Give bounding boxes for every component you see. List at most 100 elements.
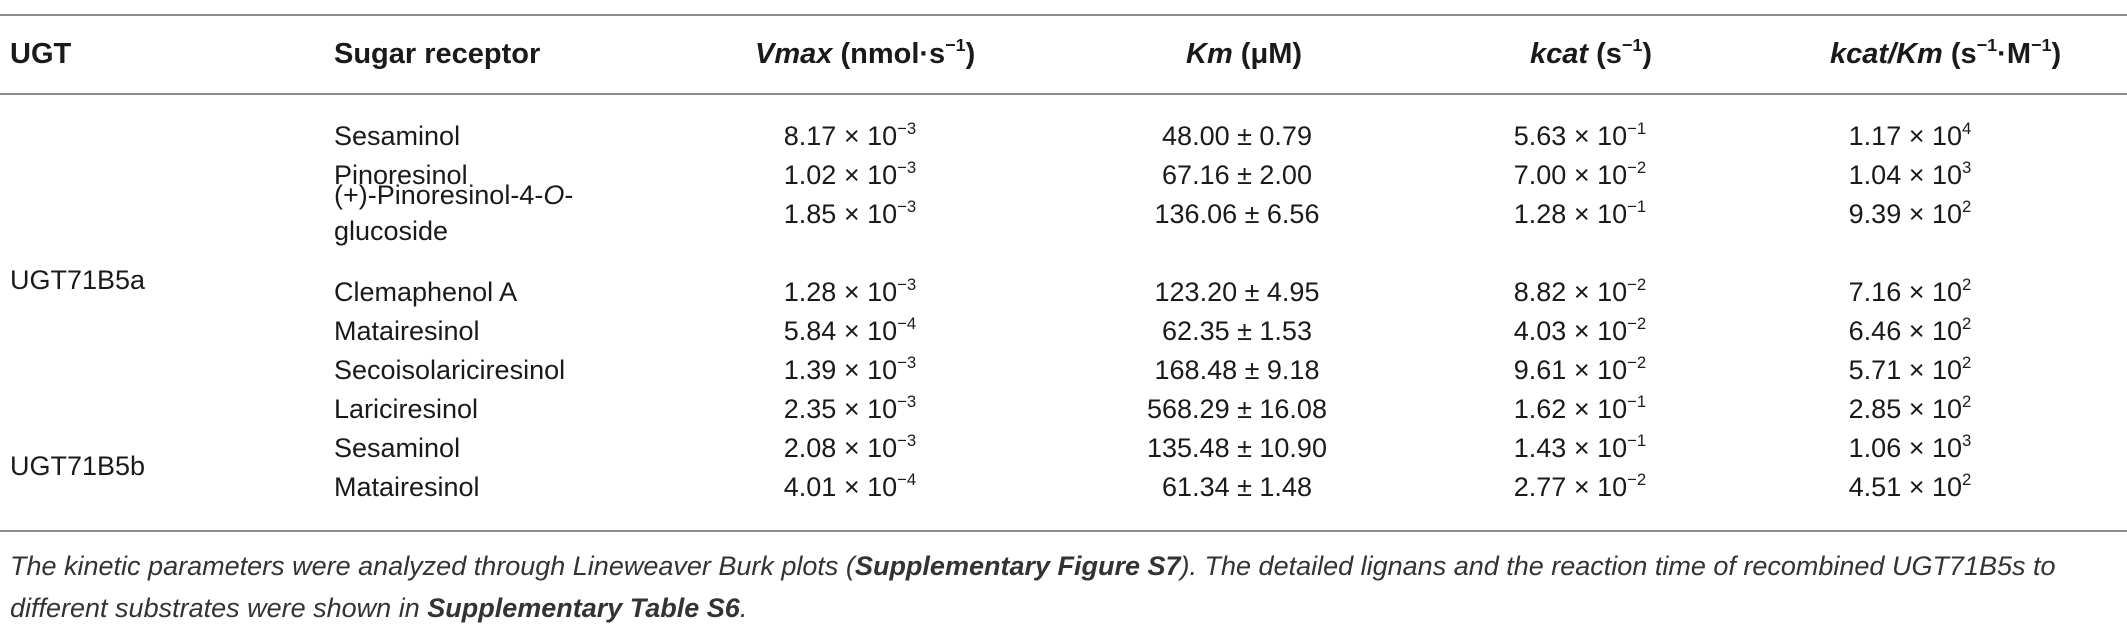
header-kcat-close: ) — [1642, 38, 1653, 70]
km-cell: 48.00 ± 0.79 — [1162, 121, 1312, 151]
kcat-cell: 1.62 × 10−1 — [1415, 391, 1745, 427]
sugar-receptor-cell: (+)-Pinoresinol-4-O- glucoside — [334, 177, 694, 249]
km-cell: 67.16 ± 2.00 — [1162, 160, 1312, 190]
vmax-cell: 1.85 × 10−3 — [685, 196, 1015, 232]
km-cell: 168.48 ± 9.18 — [1154, 355, 1320, 385]
header-kcat-exp: −1 — [1621, 35, 1643, 56]
vmax-cell: 1.28 × 10−3 — [685, 274, 1015, 310]
vmax-cell: 8.17 × 10−3 — [685, 118, 1015, 154]
kcat-km-cell-exponent: 2 — [1962, 197, 1972, 217]
header-vmax-close: ) — [965, 38, 976, 70]
sugar-receptor-cell: Clemaphenol A — [334, 277, 518, 307]
sugar-receptor-name: (+)-Pinoresinol-4- — [334, 180, 544, 210]
kcat-km-cell-exponent: 2 — [1962, 275, 1972, 295]
kcat-km-cell-exponent: 4 — [1962, 119, 1972, 139]
header-km-symbol: Km — [1186, 38, 1233, 70]
header-kcat-unit: (s — [1588, 38, 1622, 70]
km-cell: 568.29 ± 16.08 — [1147, 394, 1327, 424]
kcat-cell: 4.03 × 10−2 — [1415, 313, 1745, 349]
vmax-cell-exponent: −3 — [897, 431, 917, 451]
ugt-group-label: UGT71B5b — [10, 451, 146, 481]
header-sugar-receptor: Sugar receptor — [334, 38, 541, 70]
kcat-km-cell-mantissa: 1.17 × 10 — [1848, 121, 1963, 151]
kcat-km-cell-mantissa: 1.06 × 10 — [1848, 433, 1963, 463]
header-kcat-km-symbol: kcat/Km — [1830, 38, 1943, 70]
header-rule — [0, 93, 2127, 95]
vmax-cell: 1.39 × 10−3 — [685, 352, 1015, 388]
kcat-cell: 1.43 × 10−1 — [1415, 430, 1745, 466]
kcat-km-cell-exponent: 2 — [1962, 314, 1972, 334]
kcat-cell-mantissa: 2.77 × 10 — [1513, 472, 1628, 502]
vmax-cell-mantissa: 8.17 × 10 — [783, 121, 898, 151]
table-bottom-rule — [0, 530, 2127, 532]
vmax-cell-exponent: −4 — [897, 470, 917, 490]
kcat-cell-exponent: −1 — [1627, 392, 1647, 412]
kcat-cell-mantissa: 5.63 × 10 — [1513, 121, 1628, 151]
header-km-unit: (μM) — [1232, 38, 1303, 70]
header-vmax-symbol: Vmax — [755, 38, 833, 70]
km-cell: 135.48 ± 10.90 — [1147, 433, 1327, 463]
kcat-km-cell-mantissa: 9.39 × 10 — [1848, 199, 1963, 229]
kcat-km-cell: 2.85 × 102 — [1745, 391, 2075, 427]
kcat-cell: 9.61 × 10−2 — [1415, 352, 1745, 388]
kcat-cell-mantissa: 1.43 × 10 — [1513, 433, 1628, 463]
sugar-receptor-cell: Sesaminol — [334, 121, 461, 151]
kcat-cell-exponent: −2 — [1627, 470, 1647, 490]
footnote-text: . — [739, 593, 748, 623]
sugar-receptor-name: glucoside — [334, 216, 449, 246]
kcat-km-cell: 7.16 × 102 — [1745, 274, 2075, 310]
km-cell: 123.20 ± 4.95 — [1154, 277, 1320, 307]
kcat-km-cell: 4.51 × 102 — [1745, 469, 2075, 505]
kcat-km-cell-exponent: 3 — [1962, 158, 1972, 178]
table-top-rule — [0, 14, 2127, 16]
footnote-text: The kinetic parameters were analyzed thr… — [10, 551, 855, 581]
vmax-cell: 4.01 × 10−4 — [685, 469, 1015, 505]
sugar-receptor-cell: Matairesinol — [334, 472, 480, 502]
kcat-cell-mantissa: 1.28 × 10 — [1513, 199, 1628, 229]
kcat-cell-exponent: −2 — [1627, 158, 1647, 178]
kcat-km-cell-mantissa: 7.16 × 10 — [1848, 277, 1963, 307]
vmax-cell-mantissa: 1.28 × 10 — [783, 277, 898, 307]
vmax-cell-exponent: −3 — [897, 353, 917, 373]
header-kcat-km: kcat/Km (s−1·M−1) — [1830, 36, 2061, 72]
header-vmax: Vmax (nmol·s−1) — [755, 36, 975, 72]
vmax-cell-exponent: −3 — [897, 275, 917, 295]
kcat-cell-mantissa: 9.61 × 10 — [1513, 355, 1628, 385]
sugar-receptor-cell: Lariciresinol — [334, 394, 479, 424]
kcat-km-cell-mantissa: 6.46 × 10 — [1848, 316, 1963, 346]
vmax-cell: 5.84 × 10−4 — [685, 313, 1015, 349]
vmax-cell-exponent: −4 — [897, 314, 917, 334]
header-kcat-km-mid: ·M — [1997, 38, 2031, 70]
header-kcat-km-close: ) — [2051, 38, 2062, 70]
vmax-cell: 1.02 × 10−3 — [685, 157, 1015, 193]
header-ugt: UGT — [10, 38, 72, 70]
kcat-cell-exponent: −2 — [1627, 314, 1647, 334]
km-cell: 136.06 ± 6.56 — [1154, 199, 1320, 229]
header-km: Km (μM) — [1186, 36, 1302, 72]
header-kcat-km-exp1: −1 — [1976, 35, 1998, 56]
kcat-km-cell-mantissa: 1.04 × 10 — [1848, 160, 1963, 190]
kcat-cell-mantissa: 7.00 × 10 — [1513, 160, 1628, 190]
header-vmax-unit: (nmol·s — [832, 38, 946, 70]
kcat-km-cell-mantissa: 2.85 × 10 — [1848, 394, 1963, 424]
vmax-cell-exponent: −3 — [897, 197, 917, 217]
kcat-cell: 8.82 × 10−2 — [1415, 274, 1745, 310]
vmax-cell-mantissa: 1.02 × 10 — [783, 160, 898, 190]
kcat-km-cell-exponent: 2 — [1962, 470, 1972, 490]
table-footnote: The kinetic parameters were analyzed thr… — [10, 545, 2110, 629]
kcat-cell-mantissa: 4.03 × 10 — [1513, 316, 1628, 346]
kcat-km-cell: 1.06 × 103 — [1745, 430, 2075, 466]
sugar-receptor-name-italic: O — [543, 180, 565, 210]
vmax-cell: 2.08 × 10−3 — [685, 430, 1015, 466]
sugar-receptor-cell: Matairesinol — [334, 316, 480, 346]
kcat-cell-exponent: −1 — [1627, 431, 1647, 451]
kcat-km-cell-mantissa: 5.71 × 10 — [1848, 355, 1963, 385]
kcat-km-cell-exponent: 2 — [1962, 392, 1972, 412]
vmax-cell-mantissa: 2.35 × 10 — [783, 394, 898, 424]
header-kcat: kcat (s−1) — [1530, 36, 1652, 72]
kcat-km-cell: 1.17 × 104 — [1745, 118, 2075, 154]
vmax-cell-mantissa: 1.85 × 10 — [783, 199, 898, 229]
kcat-km-cell: 5.71 × 102 — [1745, 352, 2075, 388]
vmax-cell-exponent: −3 — [897, 158, 917, 178]
kcat-km-cell: 1.04 × 103 — [1745, 157, 2075, 193]
